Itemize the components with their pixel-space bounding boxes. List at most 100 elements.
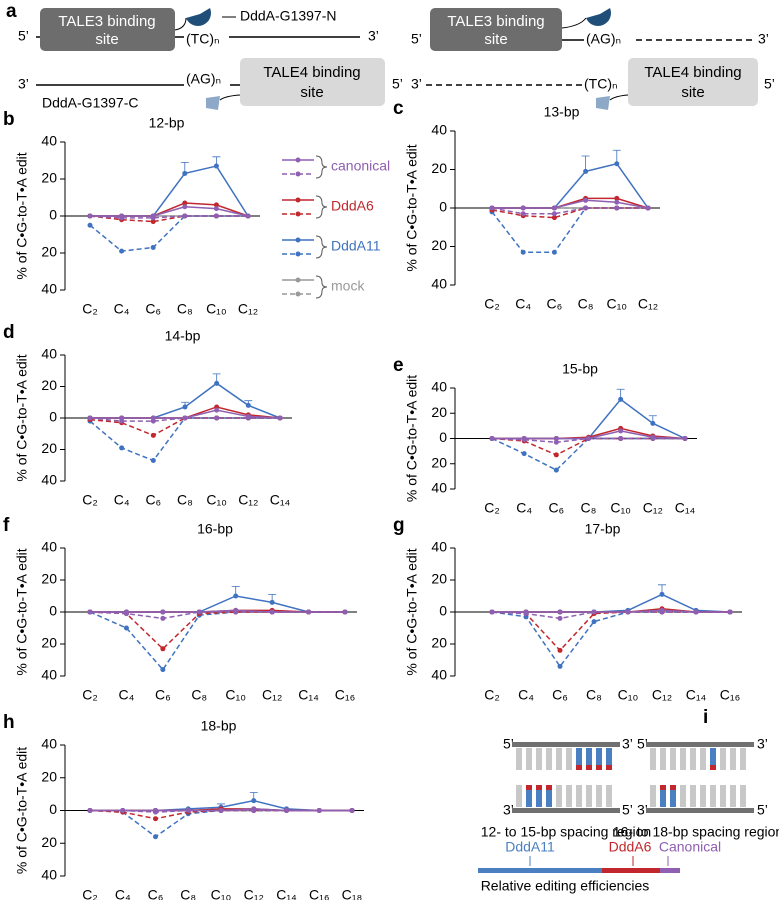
base — [740, 748, 746, 770]
chart-title: 17-bp — [585, 521, 621, 537]
x-tick-label: C₄ — [114, 492, 130, 508]
point — [120, 808, 126, 813]
y-axis-label: % of C•G-to-T•A edit — [14, 354, 30, 481]
point — [150, 244, 156, 250]
end-label: 5’ — [637, 736, 648, 752]
y-tick-label: 20 — [41, 170, 57, 186]
point — [557, 609, 563, 615]
point — [153, 834, 158, 840]
base — [596, 748, 602, 770]
legend-label: mock — [331, 278, 365, 294]
point — [586, 436, 591, 441]
y-tick-label: 20 — [431, 571, 447, 587]
y-tick-label: 40 — [41, 281, 57, 297]
base — [546, 785, 552, 790]
panel-label: c — [393, 98, 404, 119]
end-label: 5’ — [764, 76, 775, 92]
x-tick-label: C₄ — [115, 887, 131, 900]
series-line — [90, 595, 345, 613]
y-tick-label: 20 — [431, 635, 447, 651]
point — [233, 593, 239, 599]
strand — [646, 808, 754, 813]
panel-label: i — [703, 707, 708, 728]
x-tick-label: C₁₄ — [270, 492, 291, 508]
point — [233, 607, 239, 613]
x-tick-label: C₁₄ — [298, 687, 319, 703]
series-line — [491, 611, 730, 668]
point — [316, 808, 322, 813]
series-line — [89, 611, 345, 620]
end-label: 5’ — [503, 736, 514, 752]
x-tick-label: C₁₀ — [211, 887, 232, 900]
series-line — [90, 165, 249, 217]
point — [182, 170, 188, 176]
chart-title: 18-bp — [201, 718, 237, 734]
base — [586, 765, 592, 770]
x-tick-label: C₆ — [547, 296, 563, 312]
base — [660, 748, 666, 770]
y-axis-label: % of C•G-to-T•A edit — [404, 375, 420, 502]
legend-swatch — [295, 157, 301, 163]
series-line — [491, 207, 648, 219]
seq-label: (AG)ₙ — [586, 31, 621, 47]
base — [650, 785, 656, 807]
point — [489, 205, 495, 211]
panel-label: a — [6, 1, 17, 22]
enzyme-label: DddA6 — [609, 839, 652, 855]
base — [710, 765, 716, 770]
point — [150, 213, 156, 219]
base — [566, 785, 572, 807]
point — [342, 609, 348, 615]
point — [87, 415, 93, 421]
legend-swatch — [295, 251, 301, 257]
point — [123, 625, 129, 631]
y-tick-label: 0 — [439, 603, 447, 619]
base — [730, 785, 736, 807]
ddda-half — [206, 96, 220, 110]
error-bar — [581, 155, 590, 172]
y-tick-label: 20 — [431, 237, 447, 253]
legend-swatch — [295, 197, 301, 203]
legend-swatch — [295, 277, 301, 283]
y-tick-label: 0 — [49, 409, 57, 425]
strand — [512, 742, 620, 747]
point — [618, 436, 624, 441]
y-axis-label: % of C•G-to-T•A edit — [14, 548, 30, 675]
point — [553, 452, 559, 458]
point — [614, 161, 620, 167]
series-line — [492, 199, 649, 209]
point — [87, 213, 93, 219]
point — [614, 205, 620, 211]
panel-label: d — [3, 322, 15, 343]
end-label: 5’ — [622, 802, 633, 818]
mask — [184, 72, 230, 88]
point — [213, 206, 219, 212]
chart: h 18-bp % of C•G-to-T•A edit 40 20 0 20 40 C₂ C₄ C… — [3, 712, 364, 900]
point — [521, 436, 527, 441]
point — [553, 439, 559, 445]
point — [87, 808, 93, 813]
point — [349, 808, 355, 813]
box-text: TALE4 binding — [263, 64, 360, 81]
point — [551, 215, 557, 221]
point — [614, 195, 620, 201]
point — [520, 205, 526, 211]
linker — [174, 17, 187, 31]
x-tick-label: C₂ — [82, 887, 98, 900]
base — [740, 785, 746, 807]
end-label: 3’ — [18, 76, 29, 92]
x-tick-label: C₁₆ — [309, 887, 329, 900]
legend-swatch — [295, 211, 301, 217]
caption: 12- to 15-bp spacing region — [481, 824, 651, 840]
tale-box — [430, 8, 562, 51]
end-label: 3’ — [757, 736, 768, 752]
strand — [512, 808, 620, 813]
base — [516, 748, 522, 770]
base — [720, 785, 726, 807]
axis-label: Relative editing efficiencies — [481, 878, 650, 894]
point — [150, 458, 156, 464]
point — [182, 213, 188, 219]
point — [520, 249, 526, 255]
x-tick-label: C₁₄ — [276, 887, 297, 900]
